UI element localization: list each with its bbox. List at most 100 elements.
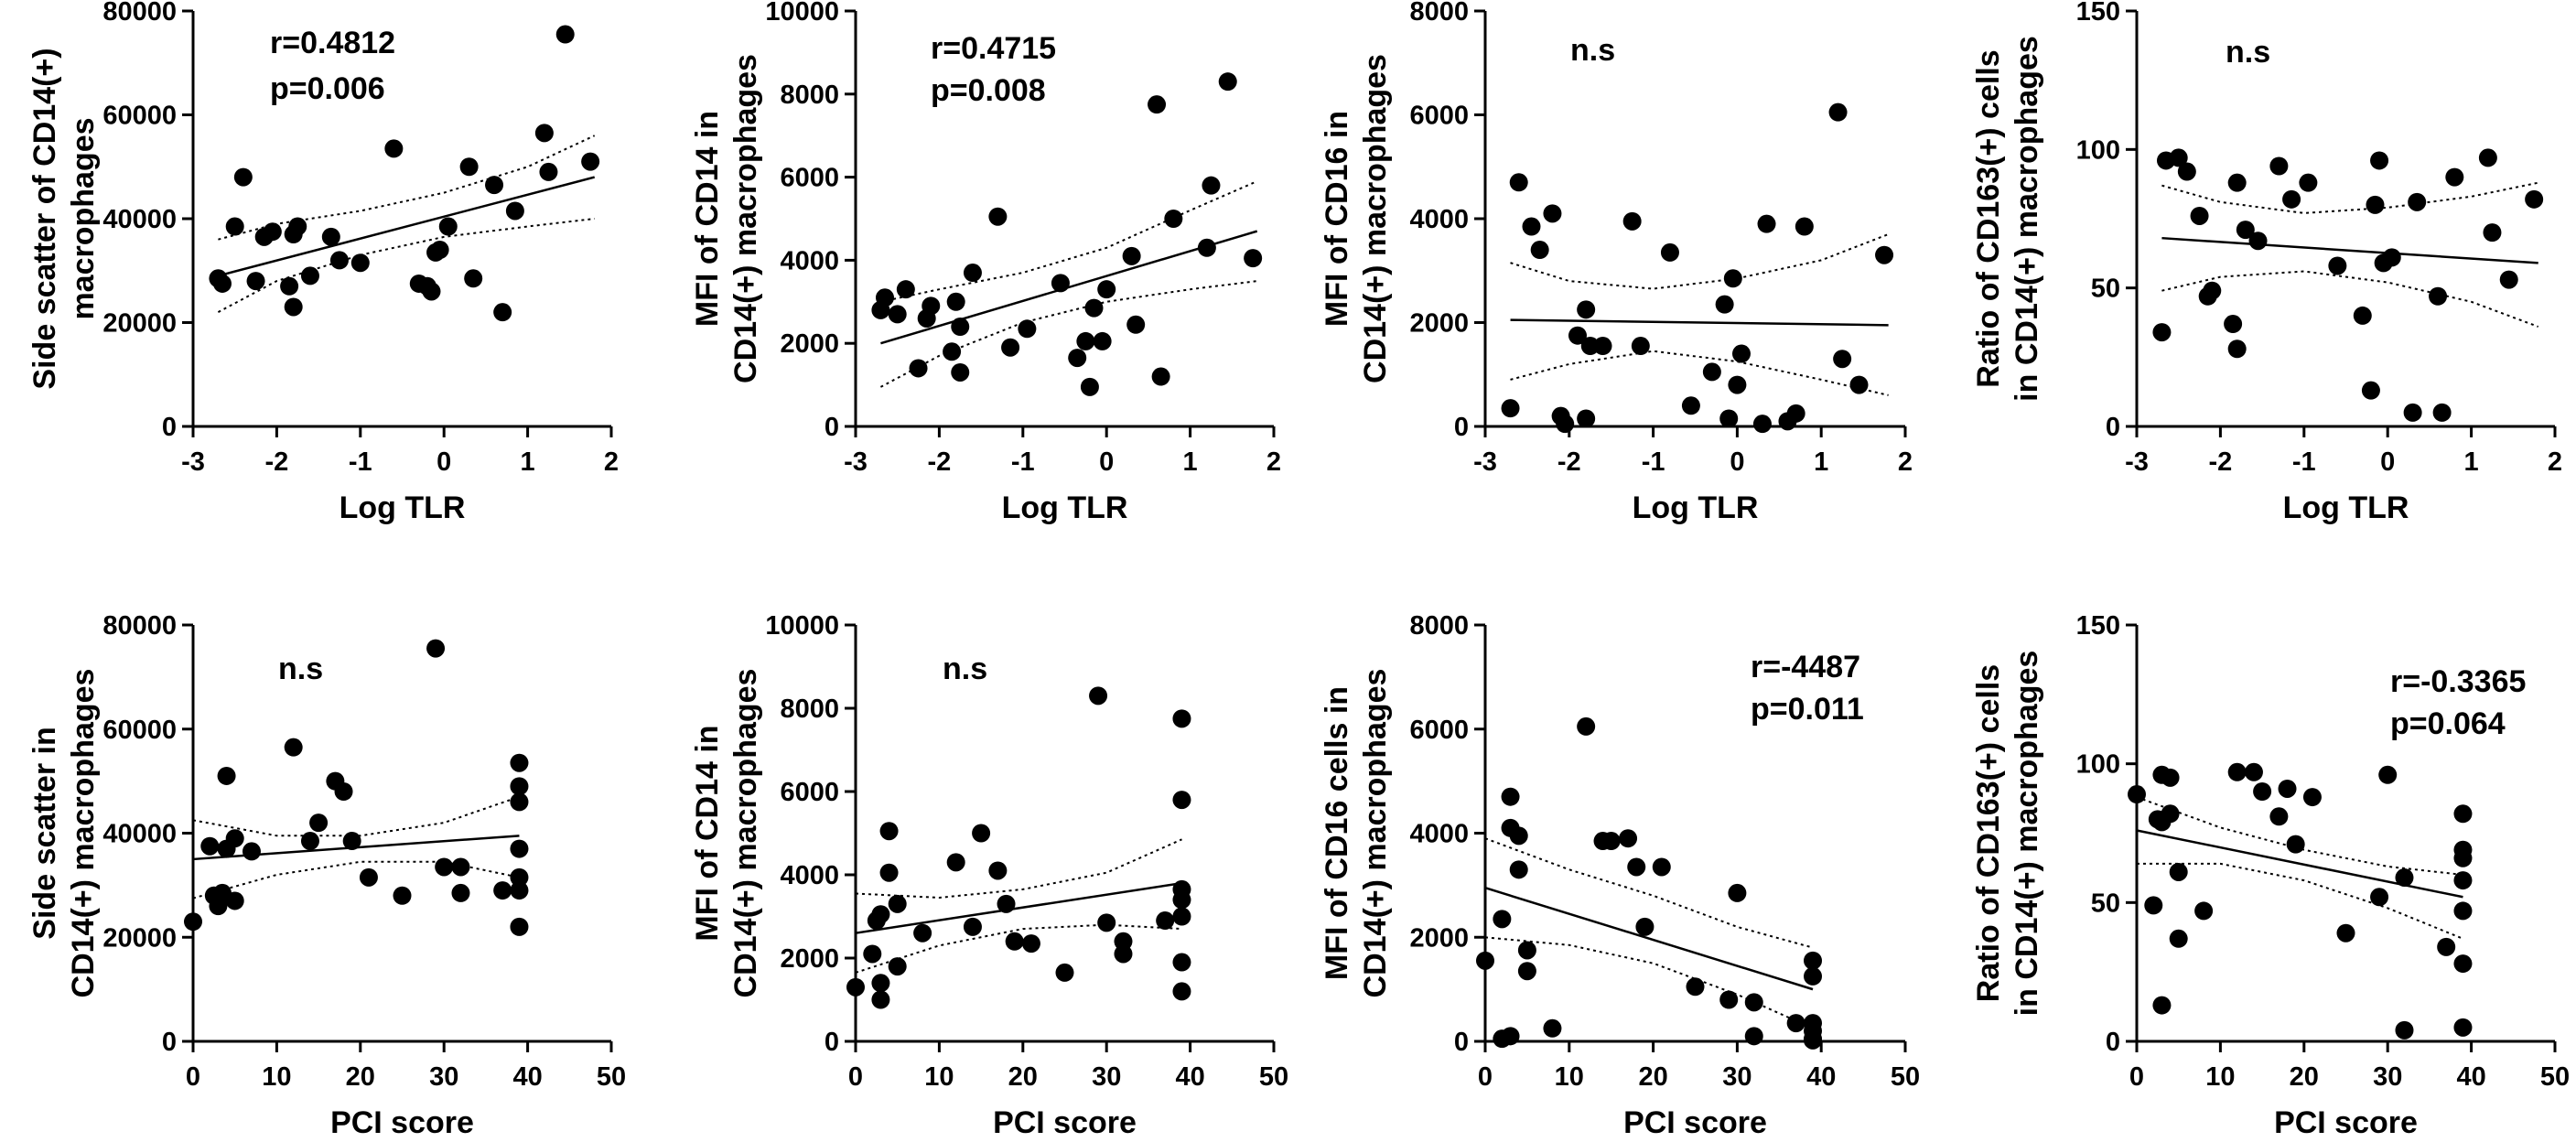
stat-annotation: r=0.4812 [270,26,395,60]
x-tick-label: 0 [2129,1062,2144,1092]
data-point [1093,331,1112,350]
y-tick-label: 60000 [102,102,177,131]
y-tick-label: 4000 [780,861,839,890]
ci-band-upper [192,795,520,837]
data-point [217,766,236,785]
y-axis-label-line: CD14(+) macrophages [1358,669,1393,998]
x-axis-label: Log TLR [2283,490,2409,525]
y-tick-label: 4000 [1409,820,1469,849]
stat-annotation: r=0.4715 [931,31,1056,66]
data-point [280,276,299,296]
data-point [2370,888,2389,907]
data-point [871,905,890,924]
data-point [300,266,319,286]
data-point [2336,923,2355,943]
data-point [888,305,907,324]
stat-annotation: r=-4487 [1751,650,1860,684]
data-point [1018,319,1037,339]
x-tick-label: 0 [848,1062,863,1092]
data-point [988,207,1008,226]
data-point [451,883,470,902]
data-point [1517,962,1536,981]
data-point [2224,315,2243,334]
data-point [2328,256,2347,275]
data-point [2395,868,2414,888]
data-point [1218,72,1237,92]
x-tick-label: 50 [1891,1062,1920,1092]
stat-annotation: n.s [943,652,987,686]
data-point [1804,966,1823,986]
data-point [1089,686,1108,706]
data-point [1593,337,1612,356]
data-point [1517,941,1536,960]
y-tick-label: 10000 [765,611,839,641]
data-point [1244,249,1263,268]
x-tick-label: 40 [2456,1062,2485,1092]
data-point [225,217,244,236]
data-point [422,282,441,301]
chart-panel-3: 0 2000 4000 6000 8000 -3 -2 -1 0 1 2 Log TLR MFI of … [1320,0,1913,525]
data-point [539,162,558,181]
data-point [1719,990,1739,1009]
x-axis-label: Log TLR [340,490,466,525]
data-point [2382,248,2401,267]
data-point [1001,338,1020,357]
data-point [426,639,446,658]
x-tick-label: -2 [2209,447,2233,477]
data-point [505,201,524,221]
data-point [879,863,899,882]
x-tick-label: 2 [604,447,619,477]
y-tick-label: 100 [2076,750,2120,780]
data-point [1051,274,1070,293]
y-axis-label-line: MFI of CD16 cells in [1320,686,1354,980]
data-point [871,974,890,993]
data-point [1005,932,1024,951]
x-tick-label: 30 [2373,1062,2402,1092]
data-point [393,886,412,905]
ci-band-lower [879,280,1257,388]
data-point [1501,787,1520,806]
ci-band-lower [192,860,520,900]
data-point [1627,857,1646,877]
data-point [2190,206,2209,225]
y-tick-label: 150 [2076,0,2120,27]
x-tick-label: -3 [1473,447,1497,477]
data-point [1577,716,1596,736]
data-point [200,836,220,856]
x-tick-label: -1 [1011,447,1035,477]
data-point [2395,1020,2414,1040]
data-point [321,227,340,246]
y-tick-label: 4000 [780,246,839,275]
y-axis-label-line: Ratio of CD163(+) cells [1971,664,2006,1002]
data-point [1556,415,1575,434]
data-point [1728,883,1747,902]
data-point [246,272,265,291]
data-point [1172,791,1191,810]
y-tick-label: 100 [2076,135,2120,165]
data-point [1126,315,1146,334]
data-point [1151,367,1170,386]
data-point [329,251,349,270]
data-point [438,217,458,236]
data-point [430,241,449,260]
data-point [510,881,529,900]
data-point [493,303,512,322]
data-point [2378,765,2398,784]
data-point [284,297,303,317]
chart-panel-1: 0 20000 40000 60000 80000 -3 -2 -1 0 1 2 Log TLR Sid… [27,0,619,525]
y-tick-label: 0 [2106,1028,2120,1057]
data-point [972,824,991,843]
x-tick-label: 50 [2540,1062,2570,1092]
data-point [888,957,907,976]
data-point [1076,331,1095,350]
data-point [1509,173,1528,192]
data-point [2525,189,2544,209]
data-point [1580,337,1600,356]
chart-panel-6: 0 2000 4000 6000 8000 10000 0 10 20 30 40 50 PCI sco… [690,611,1288,1140]
data-point [946,853,965,872]
y-tick-label: 8000 [1409,0,1469,27]
y-tick-label: 2000 [1409,923,1469,953]
x-axis-label: PCI score [2274,1105,2418,1140]
data-point [510,867,529,887]
